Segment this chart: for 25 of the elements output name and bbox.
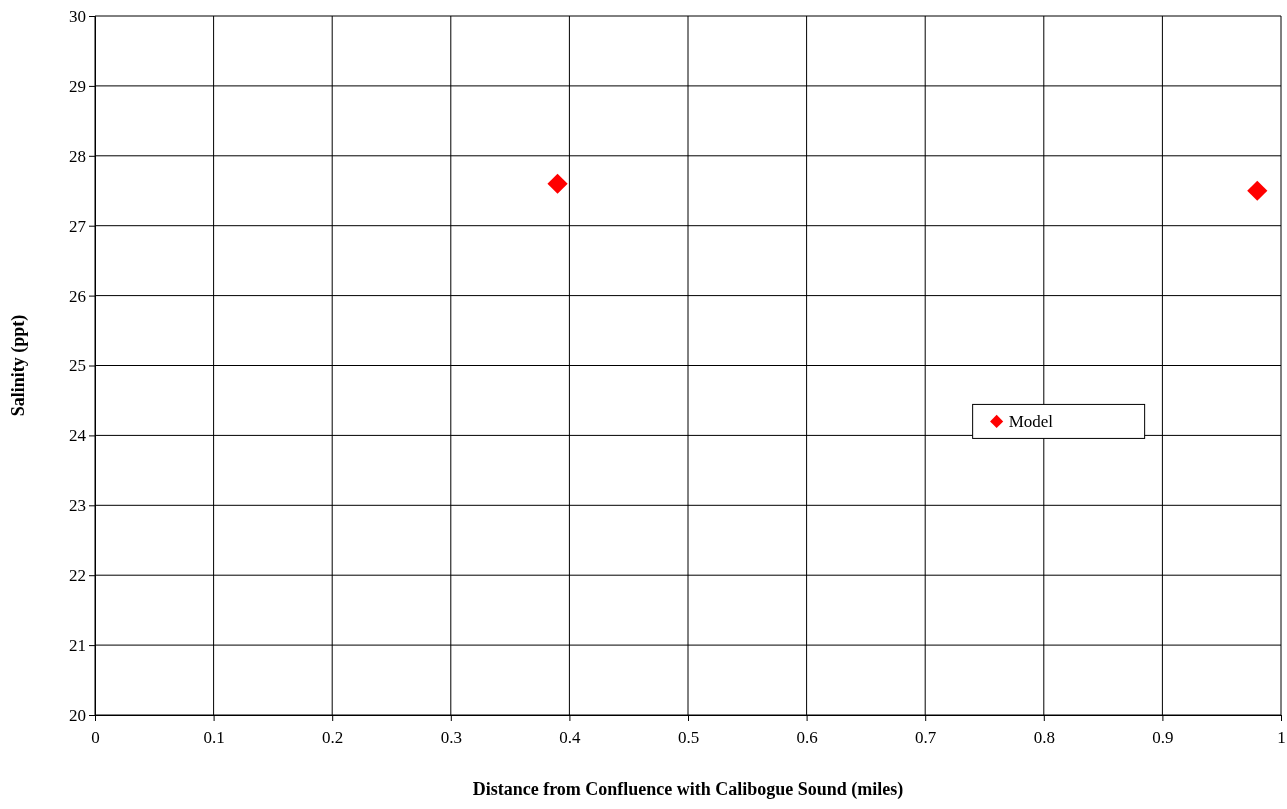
y-axis-title: Salinity (ppt) bbox=[8, 314, 29, 417]
x-tick-label: 0 bbox=[91, 727, 100, 747]
x-tick-label: 0.6 bbox=[796, 727, 818, 747]
y-tick-label: 29 bbox=[69, 76, 86, 96]
x-tick-label: 0.1 bbox=[203, 727, 225, 747]
x-tick-label: 0.9 bbox=[1152, 727, 1174, 747]
x-axis-title: Distance from Confluence with Calibogue Sound (miles) bbox=[472, 779, 904, 800]
y-tick-label: 23 bbox=[69, 496, 86, 516]
y-tick-label: 24 bbox=[69, 426, 87, 446]
x-tick-label: 0.5 bbox=[677, 727, 700, 747]
legend-label: Model bbox=[1008, 412, 1054, 432]
y-tick-label: 25 bbox=[69, 356, 86, 376]
x-tick-label: 0.3 bbox=[440, 727, 462, 747]
y-tick-label: 28 bbox=[69, 146, 86, 166]
y-tick-label: 21 bbox=[69, 636, 86, 656]
x-tick-label: 0.2 bbox=[322, 727, 344, 747]
y-tick-label: 26 bbox=[69, 286, 86, 306]
y-tick-label: 27 bbox=[69, 216, 87, 236]
x-tick-label: 0.4 bbox=[559, 727, 582, 747]
y-tick-label: 22 bbox=[69, 566, 86, 586]
y-tick-label: 20 bbox=[69, 705, 86, 725]
x-tick-label: 0.8 bbox=[1033, 727, 1055, 747]
x-tick-label: 0.7 bbox=[915, 727, 937, 747]
x-tick-label: 1 bbox=[1277, 727, 1286, 747]
y-tick-label: 30 bbox=[69, 6, 86, 26]
